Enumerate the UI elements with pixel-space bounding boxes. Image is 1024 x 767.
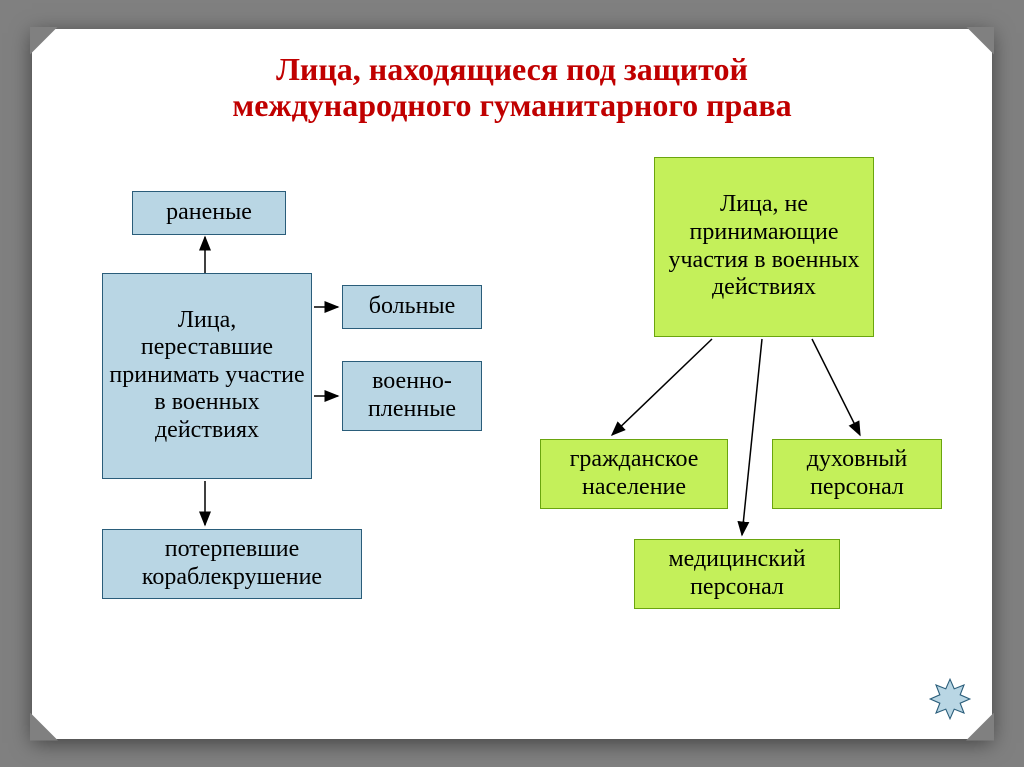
corner-cut [30, 713, 58, 741]
slide-container: Лица, находящиеся под защитой международ… [32, 29, 992, 739]
title-line1: Лица, находящиеся под защитой [32, 51, 992, 88]
edge-noncomb-medical [742, 339, 762, 535]
node-shipwreck: потерпевшие кораблекрушение [102, 529, 362, 599]
title-line2: международного гуманитарного права [32, 87, 992, 124]
slide-title: Лица, находящиеся под защитой международ… [32, 51, 992, 125]
node-medical: медицинский персонал [634, 539, 840, 609]
node-pow: военно- пленные [342, 361, 482, 431]
node-ceased: Лица, переставшие принимать участие в во… [102, 273, 312, 479]
node-spiritual: духовный персонал [772, 439, 942, 509]
edge-noncomb-spiritual [812, 339, 860, 435]
star-icon [928, 677, 972, 721]
node-sick: больные [342, 285, 482, 329]
node-civilians: гражданское население [540, 439, 728, 509]
edge-noncomb-civilians [612, 339, 712, 435]
node-wounded: раненые [132, 191, 286, 235]
node-noncomb: Лица, не принимающие участия в военных д… [654, 157, 874, 337]
